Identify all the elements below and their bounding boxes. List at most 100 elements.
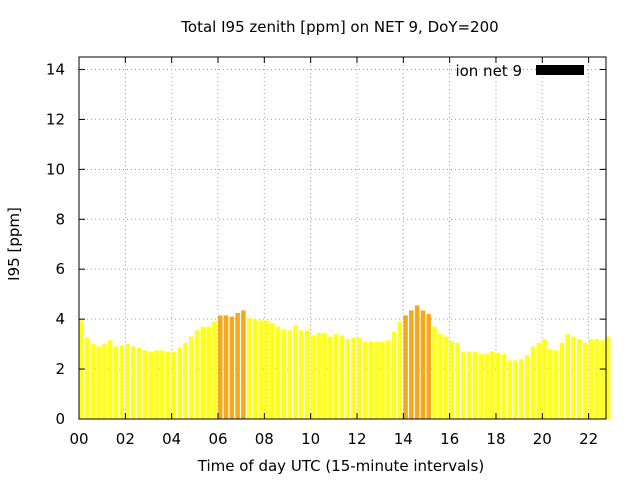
bar <box>443 336 449 419</box>
bar <box>136 347 142 419</box>
chart-title: Total I95 zenith [ppm] on NET 9, DoY=200 <box>180 18 498 36</box>
y-tick-label: 6 <box>55 260 65 278</box>
bar <box>449 341 455 419</box>
bar <box>107 340 113 419</box>
bar <box>362 341 368 419</box>
bar <box>154 350 159 419</box>
bar <box>507 360 513 419</box>
x-tick-label: 02 <box>116 430 135 448</box>
bar <box>241 310 246 419</box>
x-tick-label: 06 <box>208 430 227 448</box>
bar <box>304 330 310 419</box>
bar <box>577 339 582 419</box>
x-tick-label: 18 <box>486 430 505 448</box>
x-tick-label: 00 <box>69 430 88 448</box>
bar <box>189 336 194 419</box>
y-tick-label: 10 <box>46 160 65 178</box>
bar <box>484 354 489 419</box>
bar <box>455 342 460 419</box>
bar <box>409 310 414 419</box>
bar <box>397 321 403 419</box>
x-tick-label: 14 <box>394 430 413 448</box>
legend-label: ion net 9 <box>455 62 522 80</box>
bar <box>287 330 293 419</box>
bar <box>438 334 443 419</box>
bar <box>293 325 298 419</box>
bar <box>426 314 431 419</box>
bar <box>299 330 304 419</box>
bar <box>113 346 119 419</box>
bar <box>206 326 211 419</box>
y-tick-label: 8 <box>55 210 65 228</box>
bar <box>200 326 206 419</box>
bar <box>414 305 420 419</box>
bar <box>316 332 321 419</box>
bar <box>229 316 235 419</box>
bar <box>212 321 217 419</box>
x-tick-label: 22 <box>579 430 598 448</box>
bar <box>160 350 165 419</box>
bar <box>119 345 125 419</box>
bar <box>478 354 484 419</box>
bar <box>84 337 90 419</box>
bar <box>281 329 287 419</box>
x-tick-label: 12 <box>347 430 366 448</box>
x-tick-label: 20 <box>533 430 552 448</box>
y-tick-label: 0 <box>55 410 65 428</box>
bar <box>165 351 171 419</box>
bar <box>356 337 362 419</box>
x-axis-label: Time of day UTC (15-minute intervals) <box>197 457 484 475</box>
bar <box>559 342 565 419</box>
bar <box>519 359 524 419</box>
bar <box>385 340 391 419</box>
bar <box>142 350 148 419</box>
legend-swatch <box>536 65 584 75</box>
bar <box>246 317 252 419</box>
bar <box>345 339 350 419</box>
bar <box>513 360 518 419</box>
bar <box>565 334 570 419</box>
bar <box>536 342 542 419</box>
bar <box>606 336 611 419</box>
y-tick-label: 12 <box>46 110 65 128</box>
y-tick-label: 2 <box>55 360 65 378</box>
y-tick-label: 14 <box>46 60 65 78</box>
bar <box>328 336 333 419</box>
bar <box>600 340 605 419</box>
bar <box>374 341 379 419</box>
bar <box>235 312 240 419</box>
bar <box>171 351 177 419</box>
bar <box>252 319 258 419</box>
bar <box>270 322 275 419</box>
bar <box>131 346 136 419</box>
bar <box>310 335 316 419</box>
plot-border <box>78 56 607 420</box>
grid-lines <box>79 57 606 419</box>
bar <box>542 339 547 419</box>
x-tick-label: 10 <box>301 430 320 448</box>
bar <box>275 326 281 419</box>
bar <box>96 346 101 419</box>
bar <box>467 351 472 419</box>
bar <box>391 331 397 419</box>
bar <box>530 346 536 419</box>
y-axis-label: I95 [ppm] <box>5 207 23 281</box>
bar <box>102 344 107 419</box>
bar <box>472 351 478 419</box>
bar <box>524 355 530 419</box>
bar <box>79 320 84 419</box>
bar <box>582 342 588 419</box>
legend: ion net 9 <box>455 62 584 80</box>
bar <box>333 334 339 419</box>
bar <box>258 320 264 419</box>
x-tick-label: 16 <box>440 430 459 448</box>
bar <box>594 339 599 419</box>
bar <box>548 349 553 419</box>
x-tick-label: 08 <box>255 430 274 448</box>
bar <box>351 337 356 419</box>
bars <box>79 305 611 419</box>
bar <box>217 315 223 419</box>
bar <box>571 336 576 419</box>
